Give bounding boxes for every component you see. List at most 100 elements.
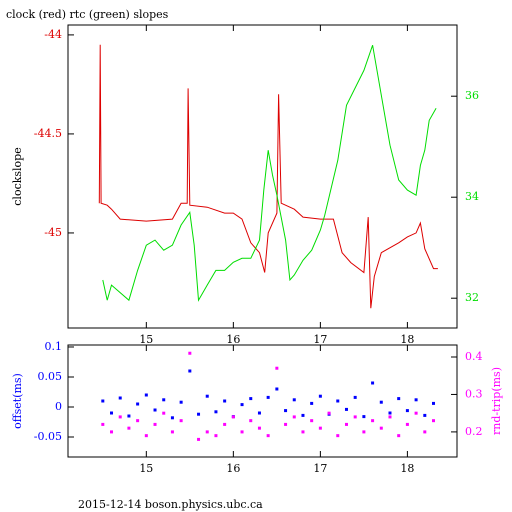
line-series <box>98 44 438 309</box>
scatter-point <box>249 397 253 401</box>
line-series <box>102 45 437 302</box>
scatter-point <box>144 434 148 438</box>
scatter-point <box>266 395 270 399</box>
x-tick-label: 17 <box>313 462 327 475</box>
y-axis-label: clockslope <box>11 147 24 205</box>
scatter-point <box>170 430 174 434</box>
scatter-point <box>432 401 436 405</box>
scatter-point <box>371 419 375 423</box>
scatter-point <box>188 369 192 373</box>
x-tick-label: 18 <box>400 462 414 475</box>
x-tick-label: 16 <box>226 462 240 475</box>
y-tick-label: -45 <box>44 226 62 239</box>
scatter-point <box>405 409 409 413</box>
scatter-point <box>110 430 114 434</box>
scatter-point <box>423 413 427 417</box>
scatter-point <box>362 415 366 419</box>
scatter-point <box>379 426 383 430</box>
scatter-point <box>249 419 253 423</box>
scatter-point <box>118 415 122 419</box>
scatter-point <box>371 381 375 385</box>
scatter-point <box>292 415 296 419</box>
scatter-point <box>197 412 201 416</box>
scatter-point <box>205 394 209 398</box>
scatter-point <box>301 430 305 434</box>
scatter-point <box>344 407 348 411</box>
y-tick-label: -44.5 <box>34 127 62 140</box>
scatter-point <box>353 395 357 399</box>
x-tick-label: 17 <box>313 333 327 346</box>
scatter-point <box>153 408 157 412</box>
scatter-point <box>397 434 401 438</box>
scatter-point <box>266 434 270 438</box>
y2-tick-label: 0.3 <box>465 387 483 400</box>
scatter-point <box>423 430 427 434</box>
y2-tick-label: 0.4 <box>465 350 483 363</box>
scatter-point <box>136 402 140 406</box>
scatter-point <box>153 422 157 426</box>
scatter-point <box>397 397 401 401</box>
scatter-point <box>240 403 244 407</box>
scatter-point <box>310 419 314 423</box>
scatter-point <box>353 415 357 419</box>
footer: 2015-12-14 boson.physics.ubc.ca <box>78 498 263 511</box>
chart-title: clock (red) rtc (green) slopes <box>6 8 169 21</box>
scatter-point <box>170 416 174 420</box>
scatter-point <box>292 398 296 402</box>
scatter-point <box>118 396 122 400</box>
y-tick-label: 0.1 <box>45 340 63 353</box>
scatter-point <box>275 387 279 391</box>
scatter-point <box>127 426 131 430</box>
x-tick-label: 15 <box>139 333 153 346</box>
x-tick-label: 16 <box>226 333 240 346</box>
scatter-point <box>127 414 131 418</box>
scatter-point <box>344 422 348 426</box>
scatter-point <box>275 366 279 370</box>
scatter-point <box>179 419 183 423</box>
scatter-point <box>362 430 366 434</box>
scatter-point <box>257 411 261 415</box>
scatter-point <box>240 430 244 434</box>
scatter-point <box>231 415 235 419</box>
scatter-point <box>432 419 436 423</box>
scatter-point <box>388 415 392 419</box>
scatter-point <box>388 411 392 415</box>
x-tick-label: 18 <box>400 333 414 346</box>
scatter-point <box>284 409 288 413</box>
scatter-point <box>214 410 218 414</box>
y-tick-label: -0.05 <box>34 430 62 443</box>
y-tick-label: 0.05 <box>38 370 63 383</box>
scatter-point <box>205 430 209 434</box>
scatter-point <box>110 411 114 415</box>
y2-tick-label: 36 <box>465 89 479 102</box>
scatter-point <box>214 434 218 438</box>
scatter-point <box>336 399 340 403</box>
scatter-point <box>336 434 340 438</box>
scatter-point <box>179 400 183 404</box>
y-tick-label: 0 <box>55 400 62 413</box>
scatter-point <box>197 437 201 441</box>
scatter-point <box>405 422 409 426</box>
scatter-point <box>257 426 261 430</box>
scatter-point <box>223 399 227 403</box>
scatter-point <box>101 399 105 403</box>
y2-tick-label: 34 <box>465 190 479 203</box>
plot-frame <box>67 344 458 458</box>
scatter-point <box>310 401 314 405</box>
scatter-point <box>318 394 322 398</box>
x-tick-label: 15 <box>139 462 153 475</box>
scatter-point <box>327 411 331 415</box>
y2-tick-label: 0.2 <box>465 425 483 438</box>
y2-tick-label: 32 <box>465 291 479 304</box>
y2-axis-label: rnd-trip(ms) <box>490 367 503 435</box>
scatter-point <box>162 398 166 402</box>
y-axis-label: offset(ms) <box>11 373 24 429</box>
scatter-point <box>414 411 418 415</box>
scatter-point <box>223 422 227 426</box>
scatter-point <box>284 422 288 426</box>
scatter-point <box>101 422 105 426</box>
scatter-point <box>188 351 192 355</box>
plot-frame <box>67 24 458 329</box>
